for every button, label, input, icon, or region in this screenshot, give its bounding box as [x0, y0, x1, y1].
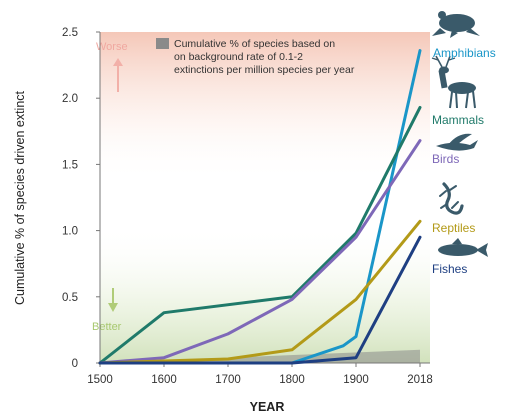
x-tick-label: 2018 [407, 374, 433, 386]
y-axis-ticks: 0 0.5 1.0 1.5 2.0 2.5 [62, 27, 100, 370]
worse-label: Worse [96, 41, 128, 53]
legend-line-1: Cumulative % of species based on [174, 38, 335, 50]
bird-icon [436, 133, 478, 151]
better-label: Better [92, 321, 122, 333]
series-line-birds [98, 139, 422, 365]
series-label-reptiles: Reptiles [432, 221, 475, 235]
legend-line-2: on background rate of 0.1-2 [174, 51, 303, 63]
down-arrow-icon [108, 288, 118, 312]
x-tick-label: 1700 [215, 374, 241, 386]
fish-icon [438, 238, 488, 257]
series-label-birds: Birds [432, 152, 459, 166]
deer-icon [431, 55, 476, 109]
series-label-mammals: Mammals [432, 113, 484, 127]
y-axis-label: Cumulative % of species driven extinct [13, 90, 27, 305]
series-label-fishes: Fishes [432, 262, 467, 276]
x-tick-label: 1500 [87, 374, 113, 386]
x-tick-label: 1900 [343, 374, 369, 386]
frog-icon [432, 11, 480, 38]
y-tick-label: 2.5 [62, 27, 78, 39]
worse-zone [100, 32, 430, 182]
up-arrow-icon [113, 58, 123, 92]
y-tick-label: 1.5 [62, 159, 78, 171]
lizard-icon [439, 182, 464, 215]
series-line-reptiles [98, 219, 422, 365]
background-rate-legend-label: Cumulative % of species based on on back… [174, 38, 355, 76]
y-tick-label: 0.5 [62, 292, 78, 304]
x-axis-label: YEAR [250, 400, 285, 414]
y-tick-label: 2.0 [62, 93, 78, 105]
better-zone [100, 225, 430, 363]
background-rate-legend-swatch [156, 38, 169, 49]
y-tick-label: 1.0 [62, 226, 78, 238]
x-tick-label: 1600 [151, 374, 177, 386]
x-tick-label: 1800 [279, 374, 305, 386]
y-tick-label: 0 [72, 358, 78, 370]
series-lines [98, 49, 422, 365]
series-label-amphibians: Amphibians [433, 46, 496, 60]
series-line-mammals [98, 105, 422, 365]
series-line-fishes [98, 235, 422, 365]
x-axis-ticks: 1500 1600 1700 1800 1900 2018 [87, 363, 433, 386]
legend-line-3: extinctions per million species per year [174, 64, 355, 76]
